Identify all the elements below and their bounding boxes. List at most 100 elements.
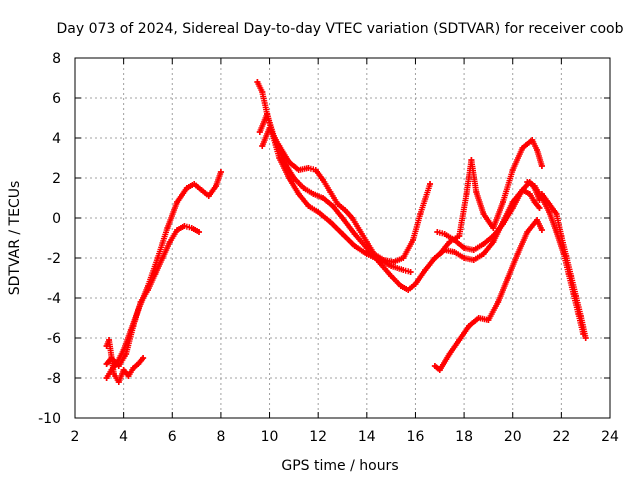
data-point [130, 323, 137, 329]
data-point [490, 239, 497, 245]
data-point [125, 373, 132, 379]
data-point [417, 211, 424, 217]
data-point [120, 367, 127, 373]
data-point [286, 159, 292, 165]
data-point [519, 187, 526, 193]
data-point [276, 143, 283, 149]
data-points [103, 79, 589, 385]
x-tick-label: 6 [168, 429, 177, 445]
data-point [538, 163, 545, 169]
data-point [351, 231, 358, 237]
y-tick-label: -6 [47, 331, 61, 347]
series-track-2 [103, 223, 203, 369]
data-point [514, 251, 521, 257]
x-tick-labels: 2 4 6 8 10 12 14 16 18 20 22 24 [71, 429, 619, 445]
x-tick-label: 4 [119, 429, 128, 445]
data-point [310, 191, 317, 197]
data-point [123, 351, 130, 357]
data-point [553, 229, 560, 235]
data-point [431, 255, 438, 261]
data-point [446, 351, 453, 357]
data-point [351, 243, 358, 249]
data-point [500, 199, 506, 205]
x-tick-label: 14 [358, 429, 376, 445]
data-point [456, 233, 463, 239]
data-point [290, 175, 297, 181]
data-point [434, 229, 441, 235]
data-point [456, 337, 463, 343]
y-tick-labels: -10 -8 -6 -4 -2 0 2 4 6 8 [38, 51, 61, 427]
data-point [375, 259, 382, 265]
data-point [174, 227, 181, 233]
data-point [380, 257, 387, 263]
data-point [461, 255, 468, 261]
data-point [582, 335, 589, 341]
data-point [363, 239, 370, 245]
data-point [371, 251, 378, 257]
data-point [300, 185, 307, 191]
data-point [531, 199, 538, 205]
series-track-9 [431, 217, 545, 373]
data-point [349, 215, 356, 221]
data-point [475, 315, 482, 321]
y-tick-label: 0 [52, 211, 61, 227]
data-point [570, 291, 577, 297]
data-point [480, 251, 487, 257]
data-point [305, 165, 312, 171]
data-point [130, 365, 137, 371]
chart-title: Day 073 of 2024, Sidereal Day-to-day VTE… [57, 21, 624, 37]
data-point [103, 361, 110, 367]
y-tick-label: 6 [52, 91, 61, 107]
data-point [103, 375, 110, 381]
data-point [500, 221, 506, 227]
data-point [339, 215, 346, 221]
data-point [480, 211, 487, 217]
data-point [264, 111, 271, 117]
data-point [465, 323, 472, 329]
data-point [327, 219, 334, 225]
data-point [480, 241, 487, 247]
data-point [159, 255, 166, 261]
data-point [509, 205, 516, 211]
series-track-8 [436, 137, 545, 257]
x-axis-label: GPS time / hours [281, 458, 398, 474]
data-point [436, 251, 443, 257]
data-point [295, 191, 302, 197]
data-point [427, 181, 434, 187]
data-point [451, 249, 458, 255]
x-tick-label: 12 [309, 429, 327, 445]
data-point [531, 183, 538, 189]
data-point [356, 227, 363, 233]
data-point [103, 343, 110, 349]
data-point [320, 195, 327, 201]
series-track-3 [103, 337, 147, 385]
data-point [524, 179, 531, 185]
data-point [388, 273, 395, 279]
data-point [431, 363, 438, 369]
data-point [259, 143, 266, 149]
y-tick-label: -4 [47, 291, 61, 307]
data-point [407, 269, 414, 275]
data-point [436, 367, 443, 373]
data-point [534, 147, 541, 153]
data-point [334, 201, 341, 207]
data-point [412, 281, 419, 287]
x-tick-label: 18 [455, 429, 473, 445]
data-point [183, 185, 190, 191]
data-point [546, 209, 553, 215]
y-tick-label: 8 [52, 51, 61, 67]
series-track-6 [259, 125, 434, 265]
x-tick-label: 10 [261, 429, 279, 445]
data-point [259, 89, 266, 95]
data-point [305, 203, 312, 209]
x-tick-label: 16 [407, 429, 425, 445]
data-point [495, 299, 502, 305]
data-point [422, 267, 429, 273]
data-point [490, 233, 497, 239]
axis-ticks [74, 57, 611, 419]
data-point [174, 199, 181, 205]
data-point [188, 225, 195, 231]
data-point [473, 189, 480, 195]
